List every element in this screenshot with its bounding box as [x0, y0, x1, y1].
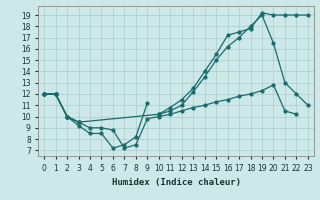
X-axis label: Humidex (Indice chaleur): Humidex (Indice chaleur): [111, 178, 241, 187]
